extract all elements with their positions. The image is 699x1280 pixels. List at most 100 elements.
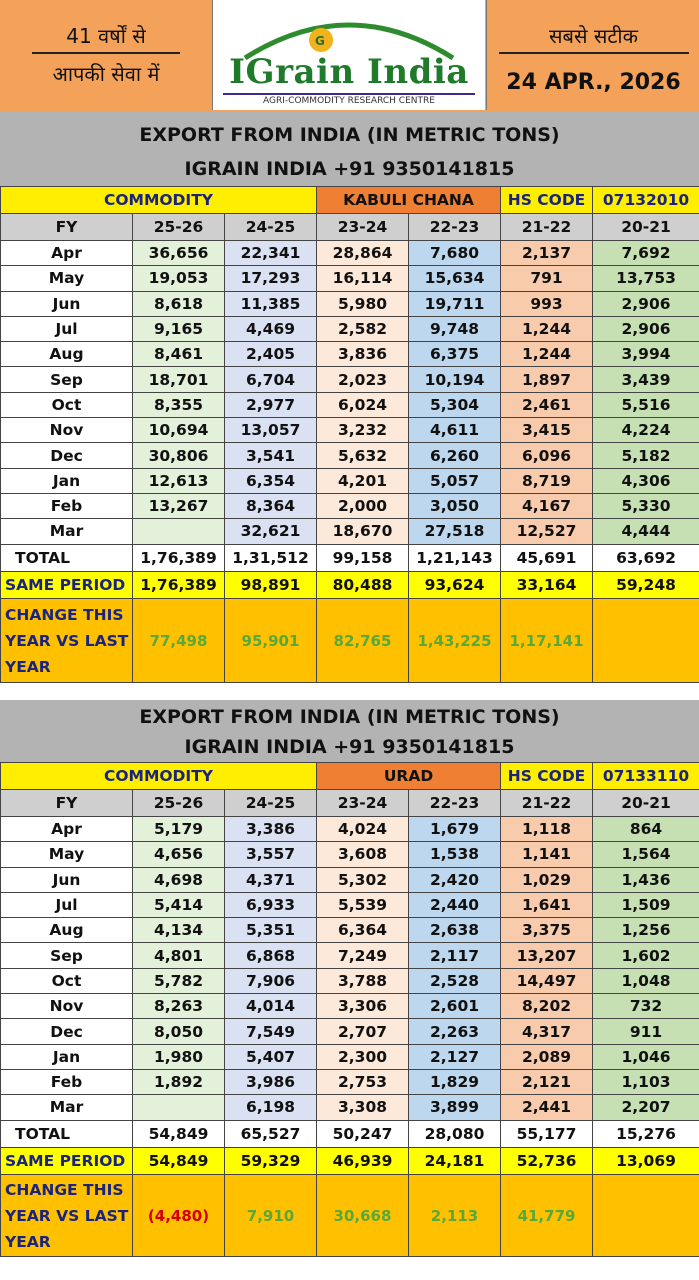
month-value: 3,439 <box>592 366 699 393</box>
month-label: Jun <box>0 866 133 893</box>
table-row: Jul 5,414 6,933 5,539 2,440 1,641 1,509 <box>0 891 699 919</box>
total-value: 65,527 <box>224 1119 317 1148</box>
month-value: 6,260 <box>407 442 502 469</box>
month-value: 6,868 <box>224 942 317 969</box>
table-row: Oct 8,355 2,977 6,024 5,304 2,461 5,516 <box>0 391 699 419</box>
same-period-value: 98,891 <box>224 570 317 600</box>
change-row: CHANGE THIS YEAR VS LAST YEAR (4,480) 7,91… <box>0 1174 699 1258</box>
month-value: 11,385 <box>224 290 317 317</box>
table-row: Feb 1,892 3,986 2,753 1,829 2,121 1,103 <box>0 1068 699 1096</box>
month-label: Oct <box>0 967 133 995</box>
month-value: 4,469 <box>224 315 317 343</box>
month-value: 5,407 <box>224 1043 317 1070</box>
same-period-row: SAME PERIOD 1,76,389 98,891 80,488 93,624 33,… <box>0 570 699 600</box>
change-value <box>592 598 699 684</box>
month-label: Jul <box>0 315 133 343</box>
fy-label: FY <box>0 213 133 241</box>
month-value: 1,244 <box>500 315 594 343</box>
month-label: Feb <box>0 1068 133 1096</box>
month-value: 1,980 <box>132 1043 225 1070</box>
fy-year-header: 23-24 <box>316 213 409 241</box>
month-value: 8,618 <box>132 290 225 317</box>
month-value: 2,137 <box>500 239 594 267</box>
month-value: 3,232 <box>316 417 409 444</box>
same-period-value: 13,069 <box>592 1146 699 1176</box>
total-label: TOTAL <box>0 543 133 572</box>
table-title-block: EXPORT FROM INDIA (IN METRIC TONS) IGRAIN… <box>0 112 699 186</box>
month-label: May <box>0 265 133 292</box>
month-value: 2,000 <box>316 492 409 520</box>
month-value: 864 <box>592 815 699 843</box>
month-value: 10,694 <box>132 417 225 444</box>
table-title: EXPORT FROM INDIA (IN METRIC TONS) <box>139 124 560 146</box>
month-value: 13,267 <box>132 492 225 520</box>
brand-name: IGrain India <box>229 52 469 92</box>
month-value: 4,656 <box>132 841 225 868</box>
month-value: 2,707 <box>316 1018 409 1045</box>
fy-header-row: FY 25-26 24-25 23-24 22-23 21-22 20-21 <box>0 789 699 817</box>
month-value: 2,023 <box>316 366 409 393</box>
table-row: Jul 9,165 4,469 2,582 9,748 1,244 2,906 <box>0 315 699 343</box>
month-value: 7,692 <box>592 239 699 267</box>
month-value: 3,541 <box>224 442 317 469</box>
month-value: 4,201 <box>316 467 409 494</box>
table-row: Dec 8,050 7,549 2,707 2,263 4,317 911 <box>0 1018 699 1045</box>
change-value: 2,113 <box>407 1174 502 1258</box>
month-value: 4,317 <box>500 1018 594 1045</box>
total-label: TOTAL <box>0 1119 133 1148</box>
month-value: 1,538 <box>407 841 502 868</box>
table-row: Jun 4,698 4,371 5,302 2,420 1,029 1,436 <box>0 866 699 893</box>
month-value: 1,436 <box>592 866 699 893</box>
month-value: 3,415 <box>500 417 594 444</box>
commodity-name: URAD <box>315 762 502 790</box>
change-value: 77,498 <box>132 598 225 684</box>
month-value: 19,711 <box>407 290 502 317</box>
month-value: 6,354 <box>224 467 317 494</box>
month-value: 7,680 <box>407 239 502 267</box>
hs-code-label: HS CODE <box>500 762 594 790</box>
left-divider <box>32 52 180 54</box>
month-value: 4,698 <box>132 866 225 893</box>
month-value: 6,198 <box>224 1094 317 1121</box>
month-value: 4,224 <box>592 417 699 444</box>
month-label: Aug <box>0 341 133 368</box>
month-value: 2,440 <box>407 891 502 919</box>
total-value: 63,692 <box>592 543 699 572</box>
change-value: (4,480) <box>132 1174 225 1258</box>
tagline-box-right: सबसे सटीक 24 APR., 2026 <box>486 0 699 110</box>
month-value: 791 <box>500 265 594 292</box>
month-value: 8,355 <box>132 391 225 419</box>
month-value: 2,528 <box>407 967 502 995</box>
month-value: 4,801 <box>132 942 225 969</box>
month-value: 5,980 <box>316 290 409 317</box>
month-value: 12,613 <box>132 467 225 494</box>
month-value: 4,014 <box>224 993 317 1020</box>
month-value: 3,788 <box>316 967 409 995</box>
month-value: 993 <box>500 290 594 317</box>
change-label: CHANGE THIS YEAR VS LAST YEAR <box>0 1174 133 1258</box>
same-period-value: 59,329 <box>224 1146 317 1176</box>
month-value: 3,050 <box>407 492 502 520</box>
month-value: 3,994 <box>592 341 699 368</box>
month-value: 1,892 <box>132 1068 225 1096</box>
hs-code-label: HS CODE <box>500 186 594 214</box>
month-value: 9,748 <box>407 315 502 343</box>
month-value: 5,330 <box>592 492 699 520</box>
month-value: 4,611 <box>407 417 502 444</box>
table-row: Jun 8,618 11,385 5,980 19,711 993 2,906 <box>0 290 699 317</box>
month-value: 1,641 <box>500 891 594 919</box>
month-value: 8,263 <box>132 993 225 1020</box>
month-value: 4,371 <box>224 866 317 893</box>
table-row: Nov 8,263 4,014 3,306 2,601 8,202 732 <box>0 993 699 1020</box>
month-value: 2,420 <box>407 866 502 893</box>
same-period-value: 1,76,389 <box>132 570 225 600</box>
header-banner: 41 वर्षों से आपकी सेवा में G IGrain Indi… <box>0 0 699 112</box>
total-row: TOTAL 1,76,389 1,31,512 99,158 1,21,143 45,69… <box>0 543 699 572</box>
month-value: 13,207 <box>500 942 594 969</box>
month-label: Aug <box>0 917 133 944</box>
month-value: 2,461 <box>500 391 594 419</box>
hs-code-value: 07133110 <box>592 762 699 790</box>
month-label: Dec <box>0 442 133 469</box>
month-value: 1,046 <box>592 1043 699 1070</box>
total-value: 1,31,512 <box>224 543 317 572</box>
